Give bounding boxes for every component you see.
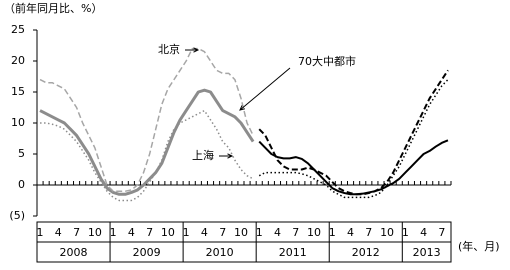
arrow-head xyxy=(239,105,245,111)
series-line xyxy=(258,79,449,199)
x-tick-label: 10 xyxy=(88,226,102,239)
x-tick-label: 7 xyxy=(219,226,226,239)
y-tick-label: 0 xyxy=(18,178,25,191)
x-tick-label: 4 xyxy=(347,226,354,239)
x-tick-label: 1 xyxy=(37,226,44,239)
x-tick-label: 10 xyxy=(161,226,175,239)
arrow-head xyxy=(193,47,200,53)
x-tick-label: 10 xyxy=(380,226,394,239)
annotation: 70大中都市 xyxy=(298,54,356,68)
x-tick-label: 7 xyxy=(292,226,299,239)
x-tick-label: 1 xyxy=(110,226,117,239)
x-tick-label: 1 xyxy=(183,226,190,239)
arrow xyxy=(239,67,291,111)
x-tick-label: 1 xyxy=(329,226,336,239)
x-tick-label: 4 xyxy=(201,226,208,239)
y-tick-label: (5) xyxy=(9,209,25,222)
x-tick-label: 4 xyxy=(420,226,427,239)
x-tick-label: 7 xyxy=(146,226,153,239)
x-tick-label: 4 xyxy=(274,226,281,239)
arrow-head xyxy=(227,153,234,159)
year-label: 2012 xyxy=(352,246,380,259)
x-tick-label: 10 xyxy=(307,226,321,239)
x-tick-label: 1 xyxy=(256,226,263,239)
y-tick-label: 25 xyxy=(11,23,25,36)
annotation: 上海 xyxy=(192,148,214,162)
y-tick-label: 20 xyxy=(11,54,25,67)
series-line xyxy=(39,47,254,192)
x-tick-label: 4 xyxy=(128,226,135,239)
year-label: 2011 xyxy=(279,246,307,259)
year-label: 2010 xyxy=(206,246,234,259)
y-axis-label: （前年同月比、%） xyxy=(4,1,102,15)
series-line xyxy=(40,109,254,202)
x-tick-label: 10 xyxy=(234,226,248,239)
annotation: 北京 xyxy=(158,42,180,56)
year-label: 2013 xyxy=(413,246,441,259)
x-tick-label: 4 xyxy=(55,226,62,239)
x-tick-label: 1 xyxy=(402,226,409,239)
series-line xyxy=(258,139,449,196)
year-label: 2008 xyxy=(60,246,88,259)
y-tick-label: 10 xyxy=(11,116,25,129)
series-line xyxy=(258,69,449,196)
x-tick-label: 7 xyxy=(73,226,80,239)
x-axis-label: (年、月) xyxy=(458,239,500,253)
x-tick-label: 7 xyxy=(365,226,372,239)
x-tick-label: 7 xyxy=(438,226,445,239)
year-label: 2009 xyxy=(133,246,161,259)
y-tick-label: 15 xyxy=(11,85,25,98)
y-tick-label: 5 xyxy=(18,147,25,160)
series-line xyxy=(39,88,255,196)
